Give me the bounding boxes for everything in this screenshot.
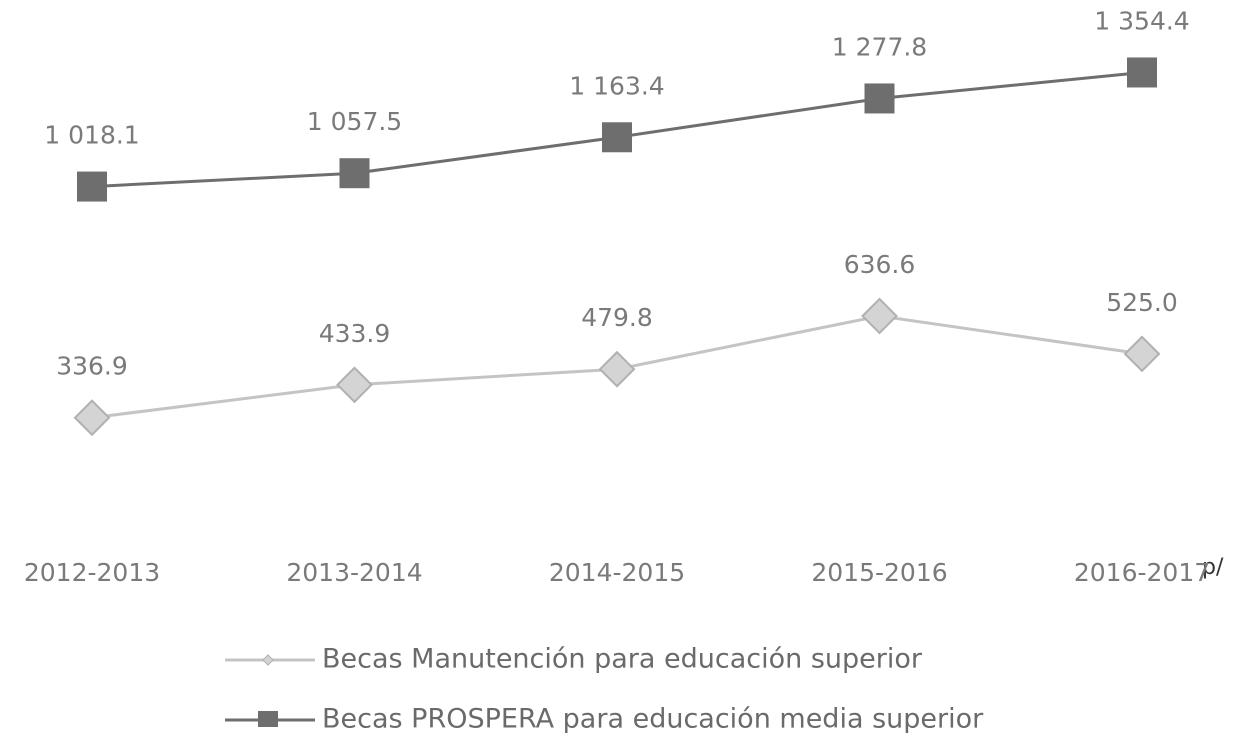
x-tick-label: 2014-2015 (549, 558, 685, 587)
x-tick-label: 2012-2013 (24, 558, 160, 587)
x-tick-label: 2016-2017 (1074, 558, 1210, 587)
value-label: 1 018.1 (44, 121, 139, 150)
value-label: 1 277.8 (832, 32, 927, 61)
marker (602, 122, 632, 153)
marker (73, 399, 111, 437)
legend-marker (258, 711, 278, 727)
marker (336, 366, 373, 404)
marker (864, 83, 895, 114)
marker (1123, 335, 1161, 373)
x-tick-label: 2015-2016 (811, 558, 947, 587)
value-label: 1 163.4 (569, 71, 664, 100)
value-label: 636.6 (844, 250, 916, 279)
value-label: 336.9 (56, 352, 128, 381)
legend-marker (262, 654, 274, 666)
marker (598, 350, 636, 388)
value-label: 1 354.4 (1094, 6, 1189, 35)
value-label: 479.8 (581, 303, 653, 332)
value-label: 1 057.5 (307, 107, 402, 136)
value-label: 525.0 (1106, 288, 1178, 317)
legend-label: Becas PROSPERA para educación media supe… (322, 704, 984, 735)
value-label: 433.9 (319, 319, 391, 348)
category-note: p/ (1202, 555, 1224, 580)
marker (1127, 57, 1157, 88)
marker (77, 171, 107, 202)
legend-label: Becas Manutención para educación superio… (322, 644, 923, 675)
marker (861, 297, 898, 335)
marker (339, 158, 370, 189)
x-tick-label: 2013-2014 (286, 558, 422, 587)
